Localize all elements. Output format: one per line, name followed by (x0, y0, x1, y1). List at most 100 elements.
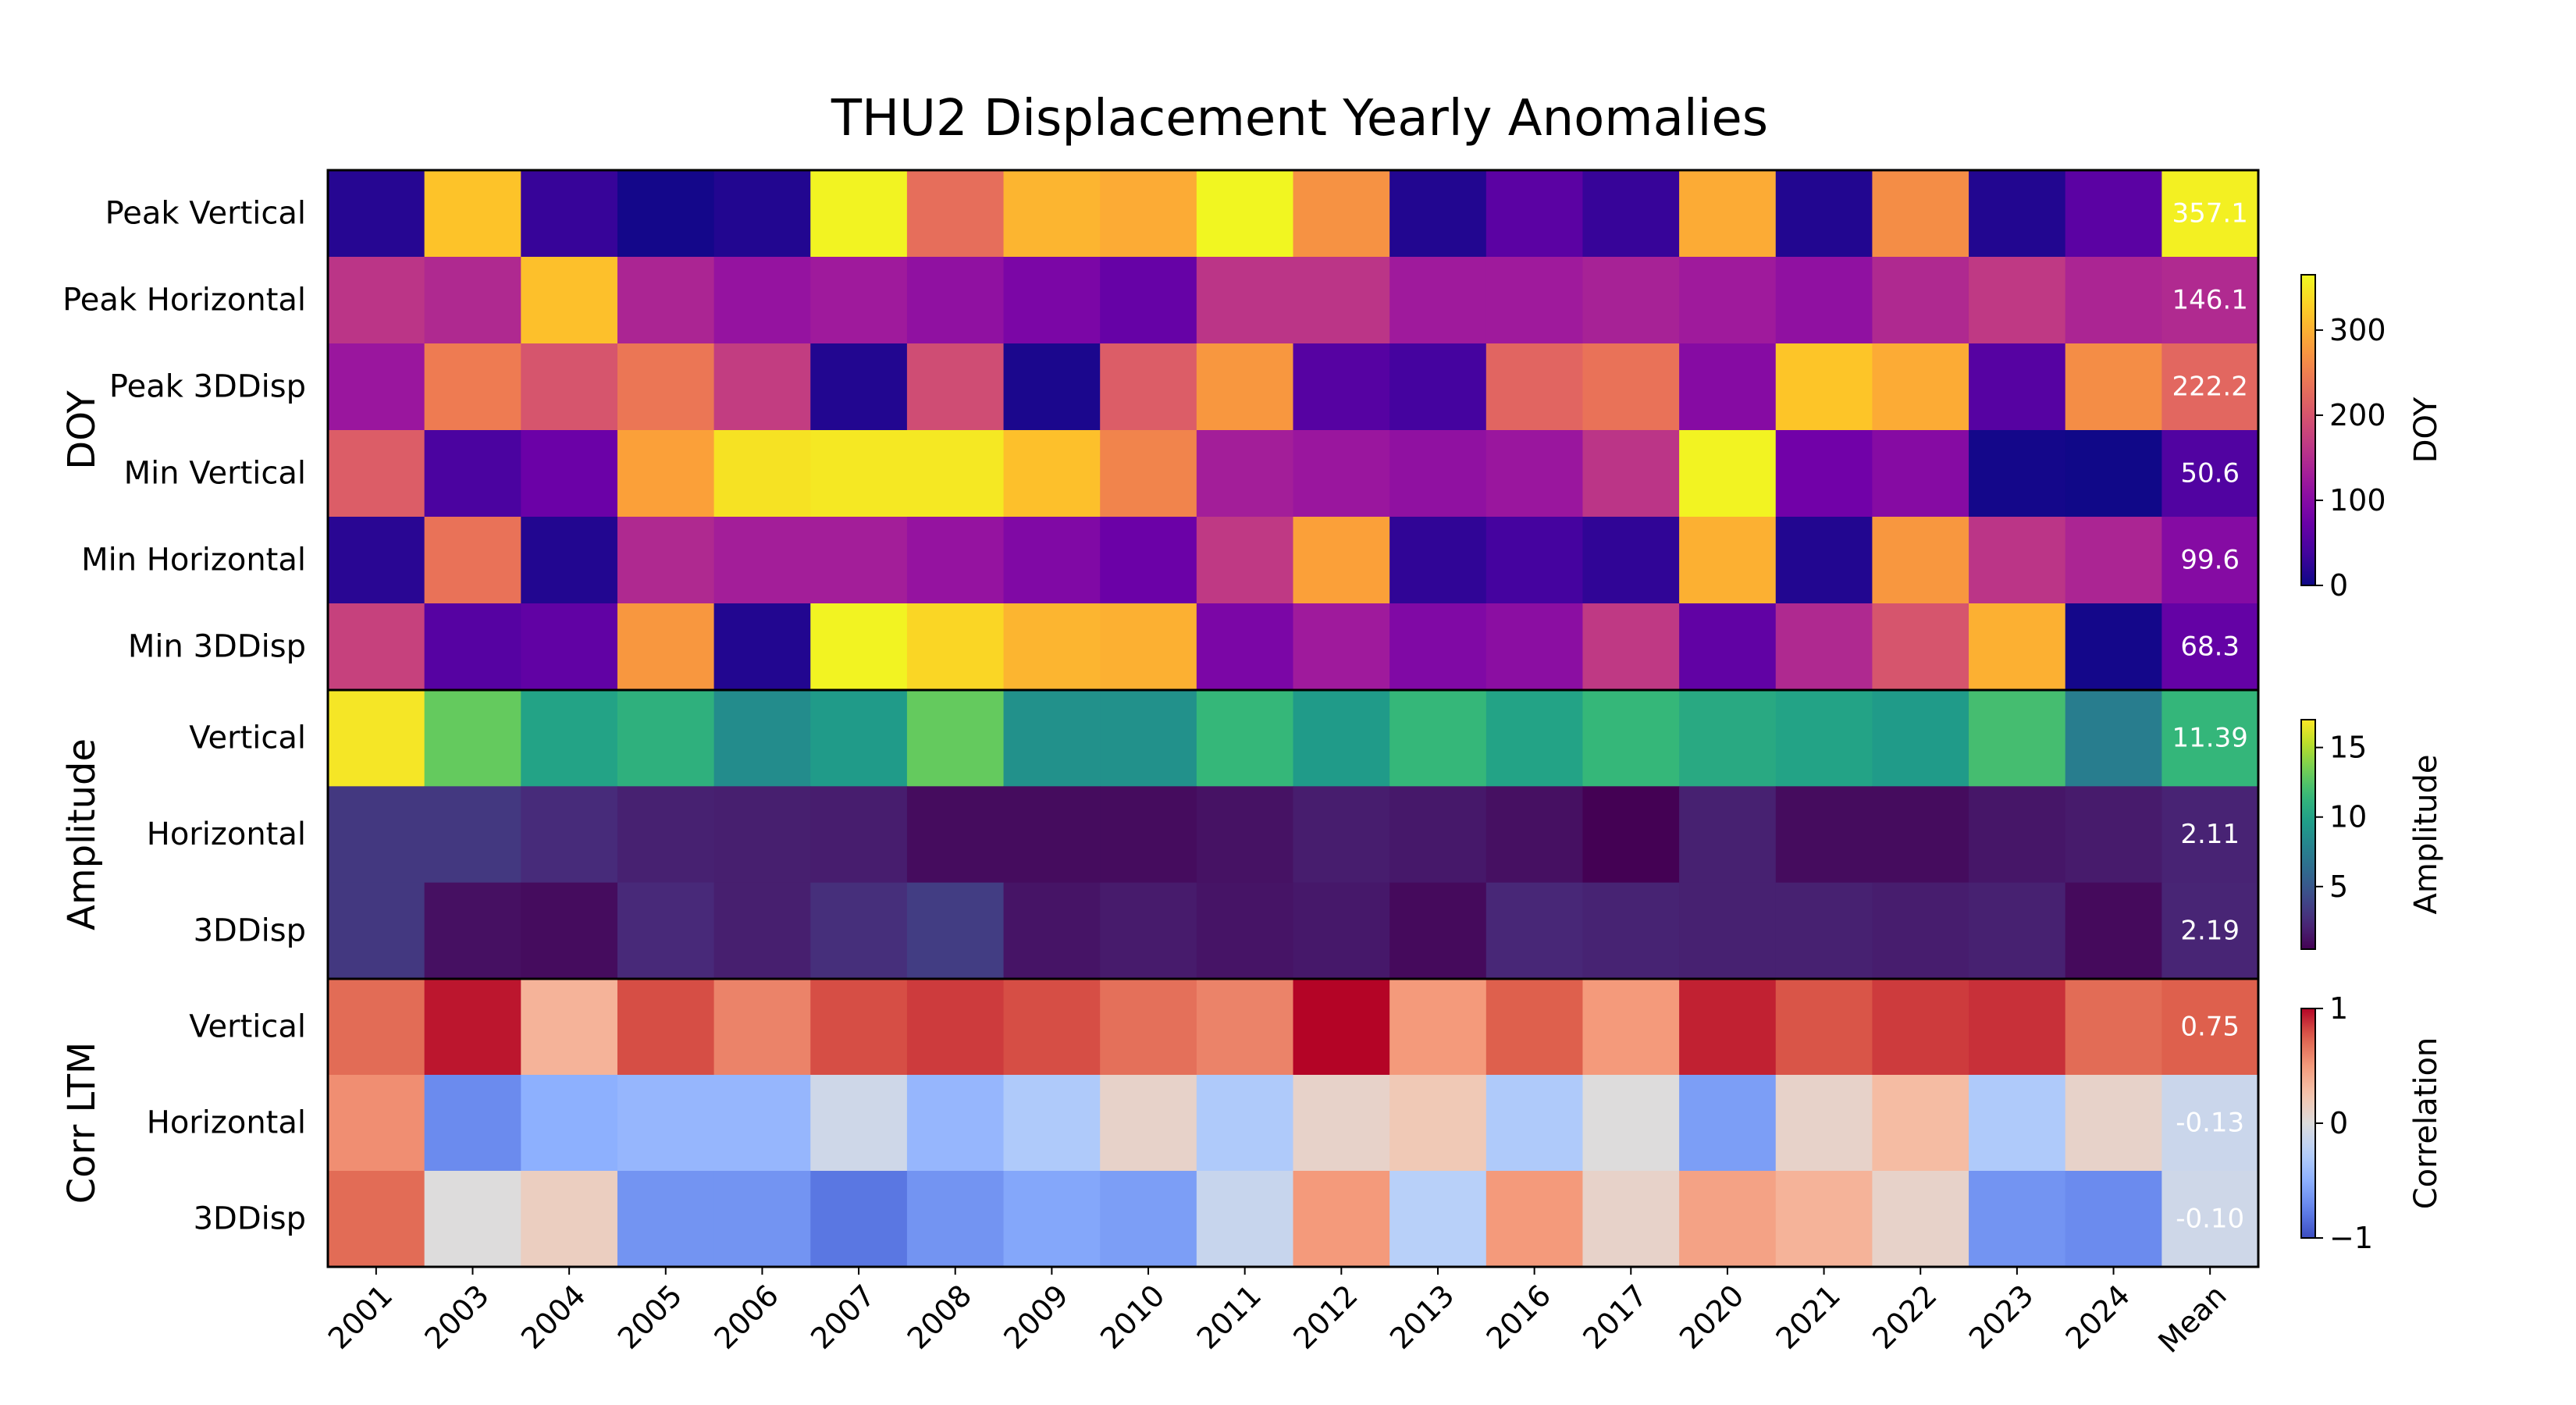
cell-doy-peak-horizontal-2009 (1003, 257, 1101, 344)
cell-doy-peak-3ddisp-2021 (1775, 343, 1873, 431)
mean-label-doy-peak-vertical: 357.1 (2172, 198, 2248, 229)
cell-amplitude-vertical-2022 (1872, 690, 1969, 787)
cell-doy-peak-vertical-2012 (1293, 170, 1390, 258)
cell-amplitude-horizontal-2016 (1485, 786, 1584, 884)
mean-label-corr-ltm-3ddisp: -0.10 (2176, 1204, 2244, 1235)
cell-corr-ltm-horizontal-2023 (1969, 1075, 2066, 1172)
cell-doy-min-vertical-Mean (2161, 430, 2259, 518)
cell-corr-ltm-vertical-Mean (2161, 979, 2259, 1076)
cell-corr-ltm-3ddisp-Mean (2161, 1171, 2259, 1268)
cell-amplitude-3ddisp-2006 (713, 882, 811, 980)
cell-doy-min-vertical-2013 (1389, 430, 1487, 518)
cell-amplitude-vertical-2008 (906, 690, 1005, 787)
cell-corr-ltm-3ddisp-2017 (1582, 1171, 1680, 1268)
cell-corr-ltm-horizontal-2024 (2065, 1075, 2162, 1172)
cell-amplitude-vertical-2006 (713, 690, 811, 787)
chart-title: THU2 Displacement Yearly Anomalies (831, 90, 1768, 148)
row-label-amplitude-3ddisp: 3DDisp (194, 912, 306, 948)
cell-amplitude-vertical-2010 (1100, 690, 1197, 787)
cell-doy-peak-horizontal-2013 (1389, 257, 1487, 344)
row-label-corr-ltm-3ddisp: 3DDisp (194, 1201, 306, 1237)
cell-doy-min-horizontal-2005 (617, 517, 715, 604)
cell-doy-peak-horizontal-2001 (328, 257, 425, 344)
cell-corr-ltm-vertical-2008 (906, 979, 1005, 1076)
cell-doy-min-horizontal-2020 (1679, 517, 1777, 604)
cell-amplitude-horizontal-2001 (328, 786, 425, 884)
cell-doy-min-vertical-2024 (2065, 430, 2162, 518)
cell-doy-peak-vertical-2006 (713, 170, 811, 258)
x-label-2001: 2001 (322, 1278, 400, 1356)
cell-amplitude-horizontal-2005 (617, 786, 715, 884)
cell-doy-peak-horizontal-2007 (810, 257, 908, 344)
x-label-2003: 2003 (418, 1278, 496, 1356)
cell-doy-peak-horizontal-2004 (521, 257, 618, 344)
cell-doy-peak-3ddisp-2016 (1485, 343, 1584, 431)
cell-amplitude-vertical-2005 (617, 690, 715, 787)
cell-amplitude-horizontal-2012 (1293, 786, 1390, 884)
cell-corr-ltm-3ddisp-2005 (617, 1171, 715, 1268)
row-label-amplitude-horizontal: Horizontal (147, 816, 306, 852)
cell-doy-min-vertical-2016 (1485, 430, 1584, 518)
cell-doy-peak-3ddisp-2009 (1003, 343, 1101, 431)
cell-amplitude-3ddisp-2017 (1582, 882, 1680, 980)
cell-doy-peak-vertical-2008 (906, 170, 1005, 258)
cell-corr-ltm-3ddisp-2013 (1389, 1171, 1487, 1268)
cell-amplitude-horizontal-2007 (810, 786, 908, 884)
cell-doy-peak-3ddisp-2006 (713, 343, 811, 431)
cell-doy-min-3ddisp-2017 (1582, 603, 1680, 691)
cell-doy-min-horizontal-Mean (2161, 517, 2259, 604)
row-label-doy-peak-3ddisp: Peak 3DDisp (109, 369, 306, 405)
cell-doy-min-horizontal-2006 (713, 517, 811, 604)
cell-amplitude-horizontal-2024 (2065, 786, 2162, 884)
cell-doy-min-3ddisp-2024 (2065, 603, 2162, 691)
cell-doy-peak-3ddisp-2003 (424, 343, 521, 431)
cell-amplitude-horizontal-2013 (1389, 786, 1487, 884)
cell-doy-min-3ddisp-2020 (1679, 603, 1777, 691)
cell-amplitude-vertical-2021 (1775, 690, 1873, 787)
cell-corr-ltm-vertical-2023 (1969, 979, 2066, 1076)
colorbar-corr-ltm (2300, 1008, 2316, 1239)
cell-doy-peak-vertical-2010 (1100, 170, 1197, 258)
cell-amplitude-vertical-2013 (1389, 690, 1487, 787)
mean-label-corr-ltm-vertical: 0.75 (2180, 1012, 2240, 1043)
cell-doy-min-vertical-2008 (906, 430, 1005, 518)
cell-doy-min-vertical-2012 (1293, 430, 1390, 518)
cell-corr-ltm-3ddisp-2010 (1100, 1171, 1197, 1268)
cell-corr-ltm-horizontal-2003 (424, 1075, 521, 1172)
colorbar-tick-label-doy-0: 0 (2329, 568, 2348, 603)
cell-corr-ltm-horizontal-2010 (1100, 1075, 1197, 1172)
cell-doy-min-3ddisp-2006 (713, 603, 811, 691)
x-label-2023: 2023 (1962, 1278, 2041, 1356)
cell-amplitude-3ddisp-2020 (1679, 882, 1777, 980)
x-label-2024: 2024 (2059, 1278, 2137, 1356)
cell-amplitude-horizontal-2003 (424, 786, 521, 884)
cell-doy-min-3ddisp-2010 (1100, 603, 1197, 691)
mean-label-corr-ltm-horizontal: -0.13 (2176, 1108, 2244, 1139)
mean-label-doy-min-horizontal: 99.6 (2180, 545, 2240, 576)
cell-corr-ltm-3ddisp-2016 (1485, 1171, 1584, 1268)
cell-amplitude-3ddisp-Mean (2161, 882, 2259, 980)
cell-doy-min-horizontal-2023 (1969, 517, 2066, 604)
cell-doy-min-horizontal-2003 (424, 517, 521, 604)
cell-doy-min-horizontal-2010 (1100, 517, 1197, 604)
cell-corr-ltm-3ddisp-2024 (2065, 1171, 2162, 1268)
cell-doy-min-vertical-2011 (1196, 430, 1294, 518)
mean-label-doy-peak-horizontal: 146.1 (2172, 285, 2248, 316)
row-label-corr-ltm-horizontal: Horizontal (147, 1105, 306, 1141)
x-label-2006: 2006 (707, 1278, 785, 1356)
cell-amplitude-3ddisp-2023 (1969, 882, 2066, 980)
cell-doy-peak-3ddisp-2017 (1582, 343, 1680, 431)
cell-amplitude-horizontal-2022 (1872, 786, 1969, 884)
cell-doy-peak-horizontal-Mean (2161, 257, 2259, 344)
cell-doy-min-horizontal-2024 (2065, 517, 2162, 604)
row-label-amplitude-vertical: Vertical (189, 720, 306, 756)
cell-corr-ltm-vertical-2006 (713, 979, 811, 1076)
cell-amplitude-3ddisp-2001 (328, 882, 425, 980)
cell-doy-min-3ddisp-2001 (328, 603, 425, 691)
cell-doy-peak-horizontal-2022 (1872, 257, 1969, 344)
cell-corr-ltm-horizontal-Mean (2161, 1075, 2259, 1172)
cell-doy-peak-3ddisp-2022 (1872, 343, 1969, 431)
cell-corr-ltm-vertical-2022 (1872, 979, 1969, 1076)
x-label-2011: 2011 (1190, 1278, 1268, 1356)
x-label-2017: 2017 (1576, 1278, 1654, 1356)
